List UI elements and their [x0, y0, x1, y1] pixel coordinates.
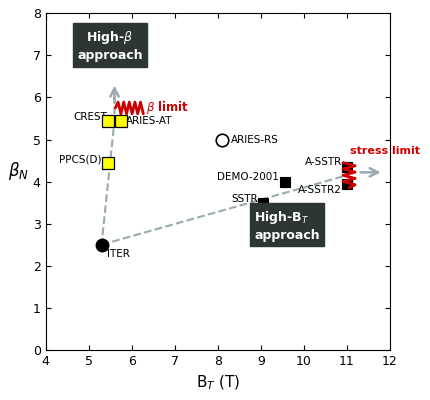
- X-axis label: B$_T$ (T): B$_T$ (T): [196, 373, 240, 392]
- Y-axis label: $\beta_N$: $\beta_N$: [8, 160, 29, 182]
- Text: A-SSTR: A-SSTR: [304, 157, 342, 167]
- Text: ITER: ITER: [107, 249, 129, 259]
- Text: $\beta$ limit: $\beta$ limit: [146, 99, 190, 116]
- Text: ARIES-RS: ARIES-RS: [231, 134, 279, 144]
- Text: High-B$_T$
approach: High-B$_T$ approach: [255, 209, 320, 242]
- Text: PPCS(D): PPCS(D): [59, 154, 101, 164]
- Text: High-$\beta$
approach: High-$\beta$ approach: [77, 29, 143, 62]
- Text: A-SSTR2: A-SSTR2: [298, 185, 342, 195]
- Text: CREST: CREST: [73, 112, 107, 122]
- Text: ARIES-AT: ARIES-AT: [126, 116, 172, 126]
- Text: SSTR: SSTR: [231, 194, 258, 204]
- Text: DEMO-2001: DEMO-2001: [218, 172, 280, 182]
- Text: stress limit: stress limit: [350, 146, 421, 156]
